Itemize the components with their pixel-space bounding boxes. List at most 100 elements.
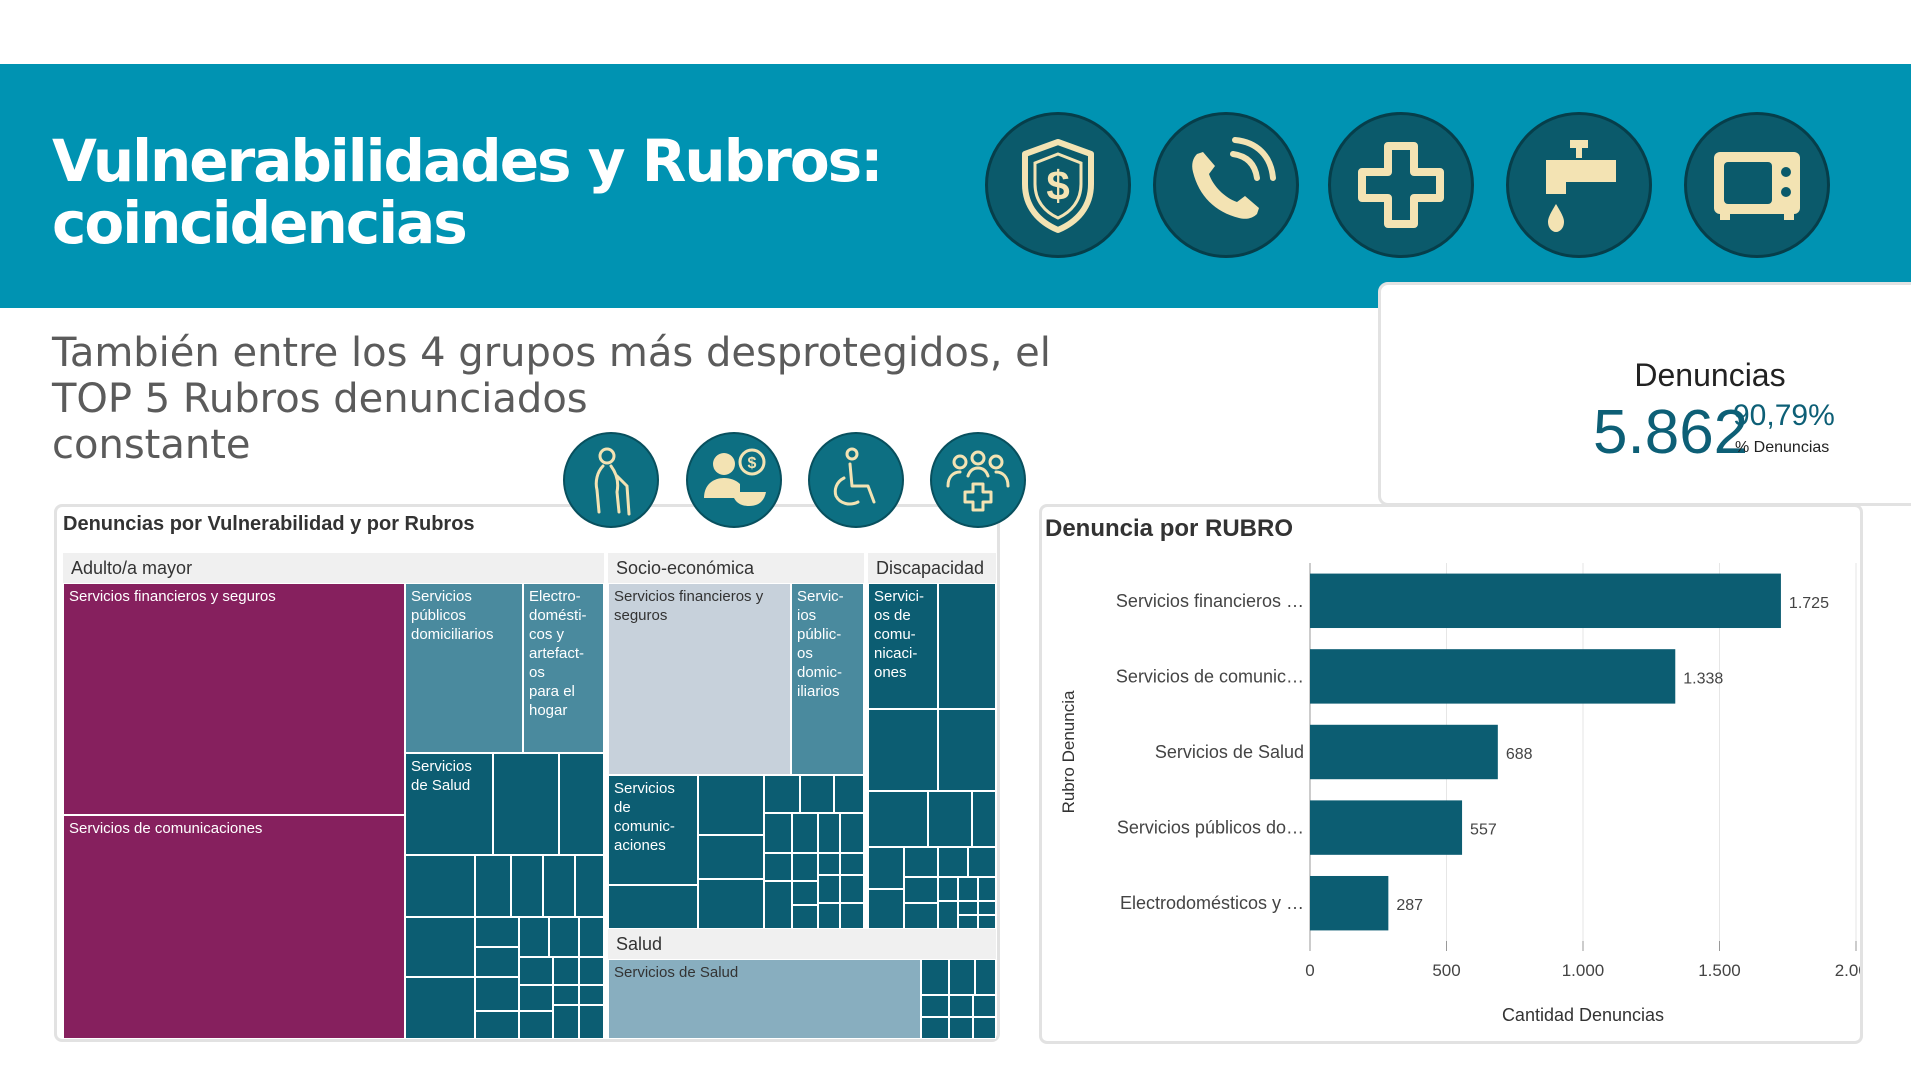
treemap-cell[interactable] (698, 879, 764, 929)
treemap-cell[interactable]: Servicios de Salud (608, 959, 921, 1039)
treemap-cell[interactable] (579, 985, 604, 1005)
treemap-cell[interactable] (840, 903, 864, 929)
treemap-cell[interactable] (698, 775, 764, 835)
treemap-cell[interactable] (519, 1011, 553, 1039)
treemap-cell[interactable] (519, 985, 553, 1011)
treemap-cell[interactable] (475, 947, 519, 977)
treemap-cell[interactable] (764, 853, 792, 881)
bar[interactable] (1310, 649, 1676, 704)
treemap-cell[interactable] (834, 775, 864, 813)
treemap-cell[interactable]: Electro- domésti- cos y artefact- os par… (523, 583, 604, 753)
treemap-cell[interactable]: Servici- os de comu- nicaci- ones (868, 583, 938, 709)
page-title-line1: Vulnerabilidades y Rubros: (52, 127, 883, 195)
treemap-cell[interactable] (840, 875, 864, 903)
treemap-cell[interactable] (549, 917, 579, 957)
treemap-cell[interactable] (949, 995, 973, 1017)
socio-economic-icon: $ (686, 432, 782, 528)
treemap-cell[interactable] (868, 847, 904, 889)
treemap-group-header[interactable]: Adulto/a mayor (63, 553, 604, 583)
treemap-cell[interactable] (868, 709, 938, 791)
treemap-cell[interactable]: Servic- ios públic- os domic- iliarios (791, 583, 864, 775)
treemap-cell[interactable] (818, 903, 840, 929)
treemap-cell[interactable] (868, 791, 928, 847)
treemap-cell[interactable] (973, 995, 996, 1017)
treemap-cell[interactable]: Servicios de Salud (405, 753, 493, 855)
bar[interactable] (1310, 800, 1463, 855)
treemap-cell[interactable]: Servicios financieros y seguros (608, 583, 791, 775)
treemap-cell[interactable] (519, 917, 549, 957)
treemap-cell[interactable] (938, 709, 996, 791)
treemap-group-header[interactable]: Discapacidad (868, 553, 996, 583)
treemap-cell[interactable] (972, 791, 996, 847)
treemap-cell[interactable] (958, 915, 978, 929)
treemap-cell[interactable] (975, 959, 996, 995)
treemap-cell[interactable] (958, 877, 978, 901)
treemap-cell[interactable] (493, 753, 559, 855)
treemap-cell[interactable] (575, 855, 604, 917)
treemap-cell[interactable] (792, 813, 818, 853)
treemap-cell[interactable] (405, 977, 475, 1039)
treemap-cell[interactable] (800, 775, 834, 813)
treemap-cell[interactable] (511, 855, 543, 917)
treemap-cell[interactable] (904, 877, 938, 903)
treemap-cell[interactable] (792, 881, 818, 905)
treemap-cell[interactable] (840, 813, 864, 853)
treemap-cell[interactable] (543, 855, 575, 917)
treemap-cell[interactable] (475, 1011, 519, 1039)
treemap-cell[interactable] (559, 753, 604, 855)
treemap-cell[interactable] (978, 901, 996, 915)
treemap-cell[interactable] (904, 903, 938, 929)
treemap-cell[interactable] (792, 905, 818, 929)
treemap-cell[interactable] (818, 875, 840, 903)
treemap-cell[interactable] (764, 813, 792, 853)
treemap-cell[interactable] (579, 1005, 604, 1039)
bar[interactable] (1310, 573, 1781, 629)
treemap-cell[interactable] (579, 917, 604, 957)
treemap-cell[interactable] (949, 1017, 973, 1039)
treemap-cell[interactable] (405, 855, 475, 917)
treemap-cell[interactable] (818, 813, 840, 853)
treemap-cell[interactable] (405, 917, 475, 977)
bar[interactable] (1310, 724, 1498, 780)
treemap-cell[interactable] (792, 853, 818, 881)
treemap-title: Denuncias por Vulnerabilidad y por Rubro… (63, 513, 475, 535)
treemap-cell[interactable] (553, 957, 579, 985)
treemap-group-header[interactable]: Socio-económica (608, 553, 864, 583)
treemap-group-header[interactable]: Salud (608, 929, 996, 959)
treemap-cell[interactable] (840, 853, 864, 875)
treemap-cell[interactable] (698, 835, 764, 879)
treemap-cell[interactable] (938, 877, 958, 901)
treemap-cell[interactable] (475, 917, 519, 947)
treemap-cell[interactable] (764, 881, 792, 929)
treemap-cell[interactable]: Servicios públicos domiciliarios (405, 583, 523, 753)
treemap-cell[interactable] (475, 855, 511, 917)
treemap-cell[interactable] (958, 901, 978, 915)
treemap-cell[interactable] (978, 915, 996, 929)
treemap-cell[interactable] (921, 995, 949, 1017)
treemap-cell[interactable] (475, 977, 519, 1011)
treemap-cell[interactable] (938, 847, 968, 877)
treemap-cell[interactable] (938, 583, 996, 709)
treemap-cell[interactable] (553, 1005, 579, 1039)
bar[interactable] (1310, 875, 1389, 931)
treemap-cell[interactable] (921, 959, 949, 995)
treemap-cell[interactable] (519, 957, 553, 985)
treemap-cell[interactable] (938, 901, 958, 929)
treemap-cell[interactable] (904, 847, 938, 877)
treemap-cell[interactable] (764, 775, 800, 813)
kpi-label: Denuncias (1634, 357, 1786, 393)
treemap-cell[interactable] (553, 985, 579, 1005)
treemap-cell[interactable] (949, 959, 975, 995)
treemap-cell[interactable] (818, 853, 840, 875)
treemap-cell[interactable]: Servicios de comunic- aciones (608, 775, 698, 885)
treemap-cell[interactable] (921, 1017, 949, 1039)
treemap-cell[interactable] (978, 877, 996, 901)
treemap-cell[interactable] (973, 1017, 996, 1039)
treemap-cell[interactable] (579, 957, 604, 985)
treemap-cell[interactable]: Servicios de comunicaciones (63, 815, 405, 1039)
treemap-cell[interactable] (968, 847, 996, 877)
treemap-cell[interactable] (608, 885, 698, 929)
treemap-cell[interactable] (868, 889, 904, 929)
treemap-cell[interactable] (928, 791, 972, 847)
treemap-cell[interactable]: Servicios financieros y seguros (63, 583, 405, 815)
